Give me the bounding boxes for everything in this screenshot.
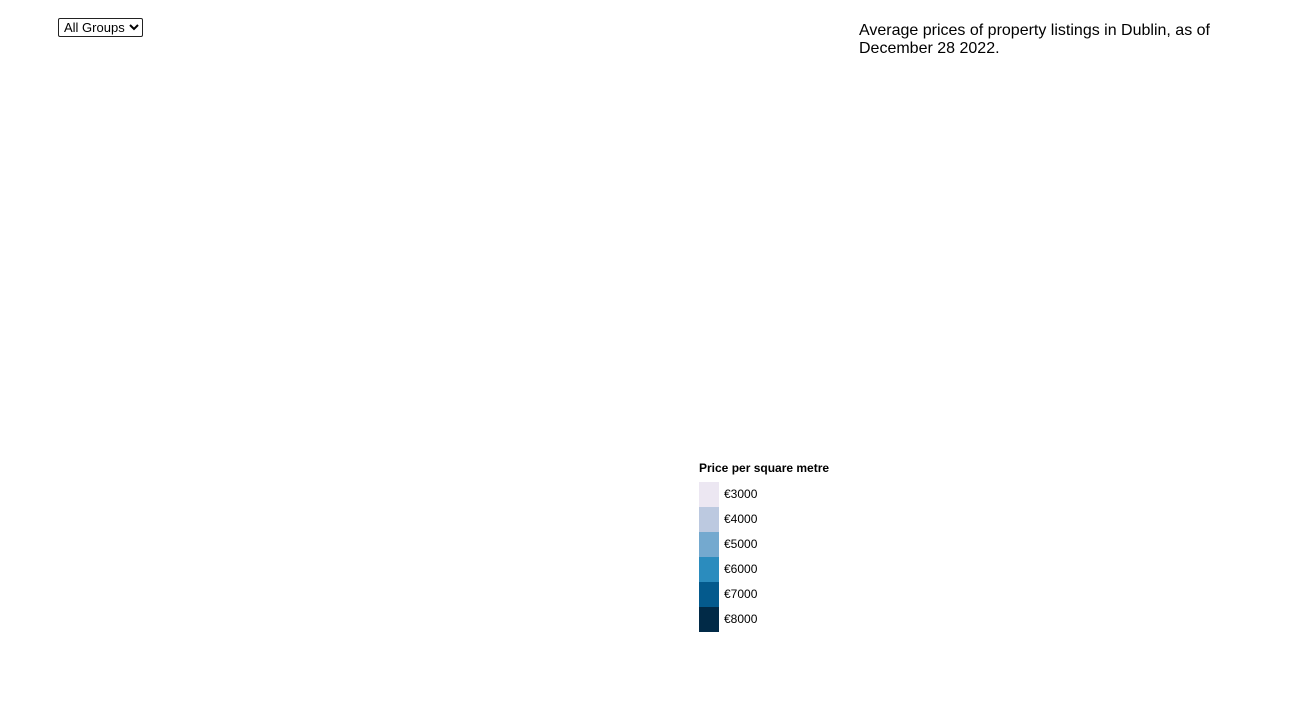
legend-label: €3000 [724, 487, 758, 501]
legend-item: €7000 [699, 582, 859, 607]
legend-label: €6000 [724, 562, 758, 576]
legend-swatch [699, 482, 719, 507]
legend-item: €3000 [699, 482, 859, 507]
legend-label: €5000 [724, 537, 758, 551]
legend-items: €3000 €4000 €5000 €6000 €7000 €8000 [699, 482, 859, 632]
legend-swatch [699, 507, 719, 532]
group-filter-select[interactable]: All Groups [58, 18, 143, 37]
legend-item: €4000 [699, 507, 859, 532]
legend-item: €6000 [699, 557, 859, 582]
legend-item: €8000 [699, 607, 859, 632]
legend-swatch [699, 532, 719, 557]
map-description: Average prices of property listings in D… [859, 22, 1210, 57]
legend-label: €7000 [724, 587, 758, 601]
legend-swatch [699, 607, 719, 632]
legend-label: €4000 [724, 512, 758, 526]
legend-title: Price per square metre [699, 461, 830, 475]
legend-swatch [699, 557, 719, 582]
price-legend: Price per square metre €3000 €4000 €5000 €6… [699, 460, 859, 632]
map-canvas[interactable] [40, 60, 680, 620]
legend-swatch [699, 582, 719, 607]
legend-label: €8000 [724, 612, 758, 626]
legend-item: €5000 [699, 532, 859, 557]
